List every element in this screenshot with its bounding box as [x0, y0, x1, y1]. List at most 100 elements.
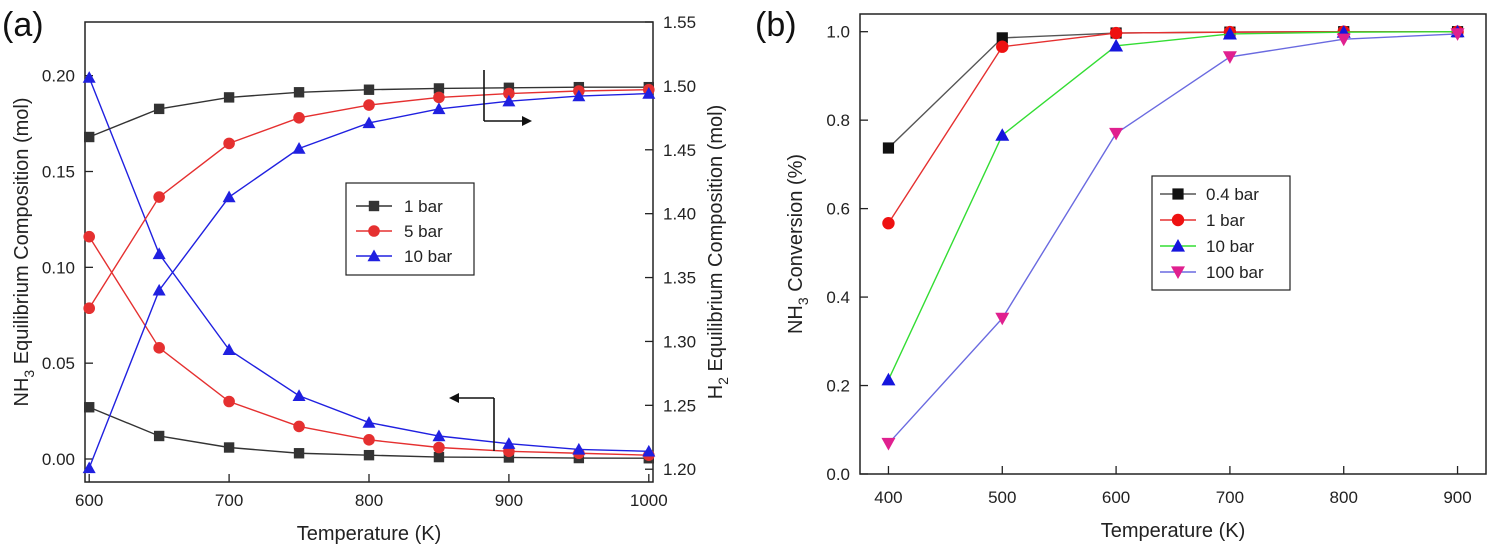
panel-b-y-axis-title-sub: 3	[795, 297, 811, 305]
data-point	[293, 420, 305, 433]
data-point	[433, 91, 445, 104]
panel-a-x-tick-label: 900	[495, 491, 523, 510]
data-point	[502, 94, 516, 107]
legend-marker	[1171, 266, 1185, 279]
legend-marker	[1171, 213, 1185, 227]
panel-b-y-axis-title-main: NH	[785, 305, 807, 334]
panel-a-y-tick-label: 0.20	[42, 67, 75, 86]
panel-b-plot-frame	[859, 13, 1487, 475]
data-point	[1222, 26, 1237, 40]
legend-label: 1 bar	[1206, 211, 1245, 230]
data-point	[363, 449, 375, 461]
panel-b-x-tick-label: 500	[988, 488, 1016, 507]
data-point	[572, 442, 586, 455]
data-point	[433, 451, 445, 463]
panel-b-y-tick-label: 0.0	[826, 465, 850, 484]
panel-a-y2-axis-title: H2 Equilibrium Composition (mol)	[705, 105, 731, 400]
data-point	[223, 137, 235, 150]
legend-label: 1 bar	[404, 197, 443, 216]
panel-a-y-axis: 0.00 0.05 0.10 0.15 0.20	[42, 67, 93, 469]
panel-b-x-axis-title: Temperature (K)	[1101, 520, 1246, 542]
data-point	[222, 190, 236, 203]
panel-a-x-axis-title: Temperature (K)	[297, 523, 442, 545]
panel-a-x-tick-label: 1000	[630, 491, 668, 510]
panel-a-y2-tick-label: 1.35	[663, 269, 696, 288]
data-point	[83, 131, 95, 143]
data-point	[153, 191, 165, 203]
panel-a-x-tick-label: 700	[215, 491, 243, 510]
data-point	[572, 89, 586, 102]
panel-a-label: (a)	[2, 6, 44, 44]
panel-a-y-axis-title-main: NH	[11, 378, 33, 407]
series-line	[88, 92, 649, 469]
data-point	[222, 343, 236, 355]
data-point	[433, 441, 445, 454]
data-point	[642, 444, 656, 457]
panel-a-y-tick-label: 0.15	[42, 163, 75, 182]
panel-b-x-tick-label: 800	[1330, 488, 1358, 507]
data-point	[432, 429, 446, 442]
data-point	[363, 99, 375, 111]
panel-a-y-axis-title-rest: Equilibrium Composition (mol)	[11, 98, 33, 370]
data-point	[503, 87, 515, 100]
data-point	[996, 32, 1008, 44]
panel-b-legend: 0.4 bar 1 bar 10 bar 100 bar	[1151, 175, 1291, 291]
panel-b-y-tick-label: 0.4	[826, 288, 850, 307]
legend-label: 100 bar	[1206, 263, 1264, 282]
data-point	[292, 389, 306, 401]
data-point	[83, 402, 95, 413]
data-point	[223, 395, 235, 408]
data-point	[1109, 26, 1123, 40]
panel-a-legend: 1 bar 5 bar 10 bar	[345, 182, 475, 276]
data-point	[293, 87, 305, 98]
data-point	[82, 71, 96, 83]
data-point	[996, 40, 1009, 53]
data-point	[995, 128, 1010, 141]
data-point	[995, 312, 1010, 326]
legend-marker	[368, 200, 380, 212]
panel-a-y-tick-label: 0.00	[42, 450, 75, 469]
panel-a-y2-axis-title-main: H	[705, 385, 727, 399]
panel-a-y-axis-title-sub: 3	[21, 370, 37, 378]
panel-b-y-tick-label: 1.0	[826, 23, 850, 42]
panel-b-x-tick-label: 700	[1216, 488, 1244, 507]
panel-a-y2-tick-label: 1.20	[663, 460, 696, 479]
panel-a-y2-axis: 1.20 1.25 1.30 1.35 1.40 1.45 1.50 1.55	[645, 13, 696, 479]
panel-a-y2-tick-label: 1.30	[663, 332, 696, 351]
panel-a-y-axis-title: NH3 Equilibrium Composition (mol)	[11, 98, 37, 407]
panel-a-y-tick-label: 0.10	[42, 258, 75, 277]
data-point	[1222, 51, 1237, 64]
data-point	[881, 437, 896, 451]
data-point	[642, 87, 656, 99]
series-line	[887, 30, 1458, 381]
panel-b-y-tick-label: 0.8	[826, 111, 850, 130]
data-point	[363, 84, 375, 95]
data-point	[152, 247, 166, 260]
data-point	[83, 230, 95, 243]
legend-label: 5 bar	[404, 222, 443, 241]
data-point	[882, 142, 895, 154]
panel-b-label: (b)	[755, 6, 797, 44]
panel-b-x-tick-label: 600	[1102, 488, 1130, 507]
panel-a-y-tick-label: 0.05	[42, 354, 75, 373]
data-point	[362, 416, 376, 428]
data-point	[433, 83, 445, 94]
data-point	[1450, 28, 1465, 41]
panel-b: (b) 400 500 600 700 800 900 0.0 0.2 0.4 0.6 0.8 1.…	[755, 6, 1487, 542]
data-point	[1109, 38, 1124, 52]
panel-a-x-axis: 600 700 800 900 1000	[75, 474, 668, 510]
data-point	[293, 448, 305, 459]
data-point	[362, 116, 376, 129]
panel-a-y2-axis-title-rest: Equilibrium Composition (mol)	[705, 105, 727, 377]
left-axis-indicator-arrow	[449, 393, 495, 451]
panel-b-y-axis: 0.0 0.2 0.4 0.6 0.8 1.0	[826, 23, 868, 484]
data-point	[503, 452, 515, 463]
legend-label: 10 bar	[1206, 237, 1255, 256]
panel-a-y2-tick-label: 1.55	[663, 13, 696, 32]
right-axis-indicator-arrow	[483, 70, 532, 126]
panel-a-y2-tick-label: 1.25	[663, 396, 696, 415]
legend-marker	[1172, 188, 1184, 200]
data-point	[293, 112, 305, 124]
legend-label: 10 bar	[404, 247, 453, 266]
